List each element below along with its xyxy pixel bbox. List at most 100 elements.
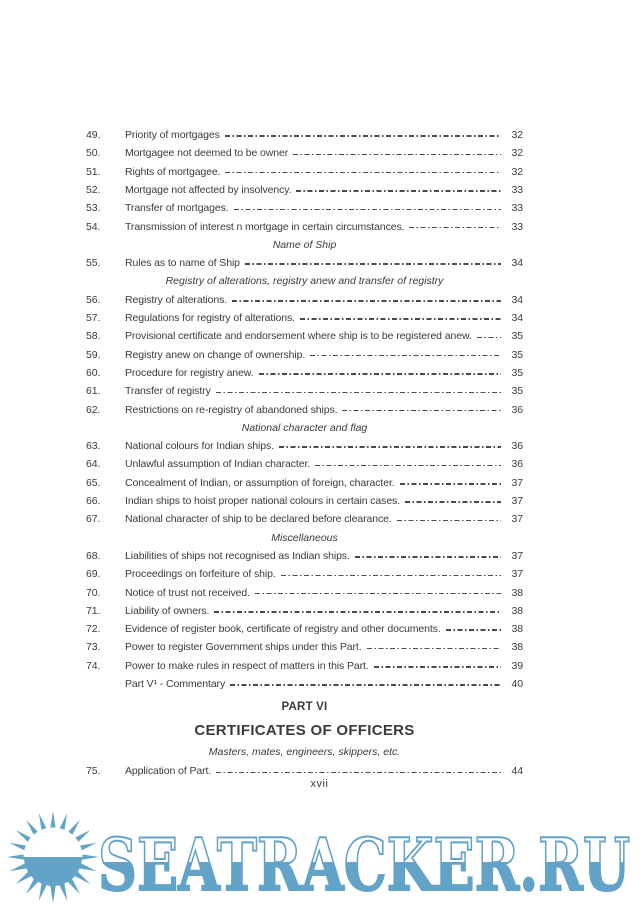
section-number: 75. — [86, 765, 101, 778]
toc-item-row: 64. Unlawful assumption of Indian charact… — [86, 455, 523, 473]
toc-item-row: 70. Notice of trust not received. 38 — [86, 583, 523, 601]
section-number: 56. — [86, 293, 101, 306]
section-title: Notice of trust not received. — [125, 586, 250, 599]
section-page-number: 36 — [511, 458, 524, 471]
section-page-number: 32 — [511, 165, 524, 178]
section-title: Mortgagee not deemed to be owner — [125, 147, 289, 160]
dash-leader — [232, 300, 501, 302]
toc-item-row: 61. Transfer of registry 35 — [86, 382, 523, 400]
section-page-number: 44 — [511, 765, 524, 778]
dash-leader — [258, 373, 501, 375]
dash-leader — [366, 647, 501, 650]
toc-item-row: 63. National colours for Indian ships. 36 — [86, 437, 523, 455]
dash-leader — [233, 208, 501, 211]
toc-item-row: 66. Indian ships to hoist proper national… — [86, 492, 523, 510]
dash-leader — [293, 153, 501, 156]
section-number: 71. — [86, 604, 101, 617]
section-number: 72. — [86, 623, 101, 636]
dash-leader — [354, 556, 501, 558]
section-number: 52. — [86, 184, 101, 197]
section-number: 74. — [86, 659, 101, 672]
section-page-number: 37 — [511, 513, 524, 526]
section-title: Unlawful assumption of Indian character. — [125, 458, 311, 471]
toc-item-row: 57. Regulations for registry of alteratio… — [86, 309, 523, 327]
dash-leader — [405, 501, 501, 503]
section-number: 53. — [86, 202, 101, 215]
section-number: 54. — [86, 220, 101, 233]
dash-leader — [254, 592, 501, 595]
group-heading: Miscellaneous — [271, 531, 338, 544]
section-number: 65. — [86, 476, 101, 489]
group-heading: Name of Ship — [272, 238, 337, 251]
dash-leader — [244, 263, 501, 265]
section-number: 60. — [86, 367, 101, 379]
toc-item-row: 74. Power to make rules in respect of mat… — [86, 657, 523, 675]
sun-over-sea-icon — [7, 811, 99, 903]
section-title: Transmission of interest n mortgage in c… — [125, 220, 405, 233]
section-page-number: 38 — [511, 623, 524, 636]
toc-item-row: 49. Priority of mortgages 32 — [86, 126, 523, 144]
section-page-number: 38 — [511, 604, 524, 617]
dash-leader — [230, 684, 501, 686]
toc-item-row: Part V¹ - Commentary 40 — [86, 675, 523, 693]
section-title: National character of ship to be declare… — [125, 513, 392, 526]
toc-item-row: 62. Restrictions on re-registry of abando… — [86, 400, 523, 418]
dash-leader — [476, 336, 501, 339]
section-number: 64. — [86, 458, 101, 471]
section-number: 63. — [86, 440, 101, 453]
section-page-number: 34 — [511, 293, 524, 306]
section-title: Rules as to name of Ship — [125, 257, 240, 270]
group-heading: National character and flag — [241, 421, 368, 434]
dash-leader — [373, 666, 501, 668]
section-page-number: 37 — [511, 568, 524, 581]
section-title: Procedure for registry anew. — [125, 367, 254, 379]
toc-item-row: 54. Transmission of interest n mortgage i… — [86, 217, 523, 235]
section-number: 68. — [86, 549, 101, 562]
section-number: 73. — [86, 641, 101, 654]
section-page-number: 37 — [511, 549, 524, 562]
section-number: 55. — [86, 257, 101, 270]
section-page-number: 34 — [511, 257, 524, 270]
dash-leader — [280, 574, 501, 577]
part-title-heading: CERTIFICATES OF OFFICERS — [194, 722, 415, 740]
section-title: Rights of mortgagee. — [125, 165, 221, 178]
table-of-contents: 49. Priority of mortgages 32 50. Mortgagee n… — [86, 126, 523, 781]
section-title: Proceedings on forfeiture of ship. — [125, 568, 276, 581]
section-title: Restrictions on re-registry of abandoned… — [125, 403, 338, 416]
toc-item-row: 52. Mortgage not affected by insolvency. 3… — [86, 181, 523, 199]
dash-leader — [216, 771, 501, 774]
section-number: 50. — [86, 147, 101, 160]
dash-leader — [278, 446, 501, 448]
toc-item-row: 58. Provisional certificate and endorseme… — [86, 327, 523, 345]
dash-leader — [299, 318, 501, 320]
section-title: Power to make rules in respect of matter… — [125, 659, 369, 672]
section-title: Power to register Government ships under… — [125, 641, 362, 654]
dash-leader — [215, 391, 501, 394]
toc-item-row: 67. National character of ship to be decl… — [86, 510, 523, 528]
section-number: 58. — [86, 330, 101, 343]
section-title: Provisional certificate and endorsement … — [125, 330, 472, 343]
toc-item-row: 55. Rules as to name of Ship 34 — [86, 254, 523, 272]
toc-item-row: 68. Liabilities of ships not recognised a… — [86, 547, 523, 565]
section-page-number: 38 — [511, 641, 524, 654]
section-title: Part V¹ - Commentary — [125, 678, 226, 691]
section-page-number: 38 — [511, 586, 524, 599]
watermark-text: SEATRACKER.RU — [98, 822, 630, 906]
section-page-number: 33 — [511, 220, 524, 233]
section-number: 67. — [86, 513, 101, 526]
toc-item-row: 69. Proceedings on forfeiture of ship. 37 — [86, 565, 523, 583]
toc-item-row: 72. Evidence of register book, certificat… — [86, 620, 523, 638]
section-title: Transfer of mortgages. — [125, 202, 229, 215]
section-number: 61. — [86, 385, 101, 398]
section-number: 51. — [86, 165, 101, 178]
page-number: xvii — [310, 778, 329, 790]
section-page-number: 34 — [511, 312, 524, 325]
group-heading: Registry of alterations, registry anew a… — [165, 275, 444, 288]
dash-leader — [224, 135, 501, 137]
section-page-number: 33 — [511, 184, 524, 197]
section-title: National colours for Indian ships. — [125, 440, 274, 453]
toc-item-row: 75. Application of Part. 44 — [86, 762, 523, 780]
section-page-number: 32 — [511, 147, 524, 160]
section-title: Registry of alterations. — [125, 293, 228, 306]
